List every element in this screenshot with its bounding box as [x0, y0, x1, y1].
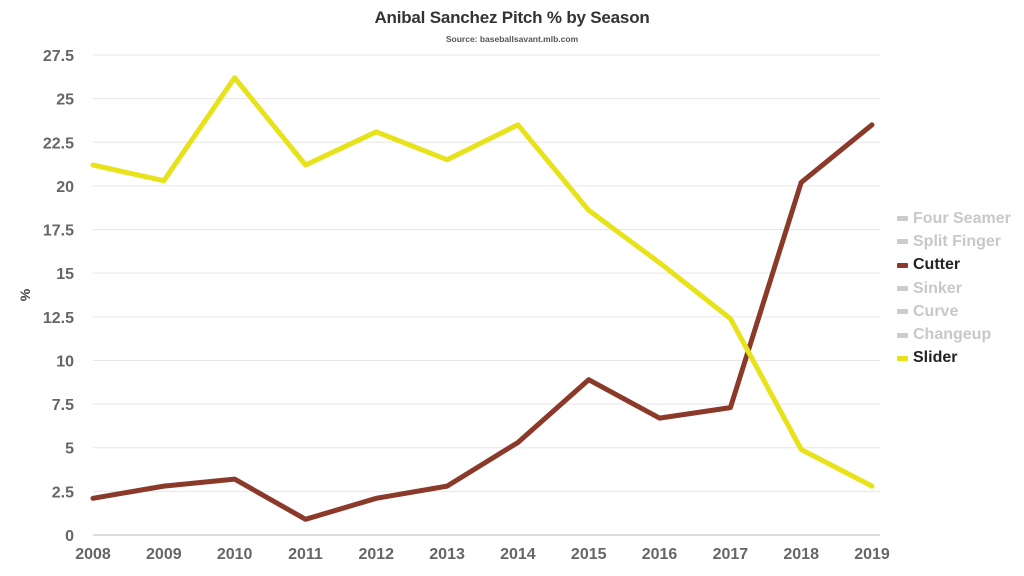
legend-label: Changeup — [913, 326, 992, 344]
legend-item-cutter[interactable]: Cutter — [897, 254, 1011, 277]
y-tick-label: 15 — [56, 266, 74, 283]
legend-item-four-seamer[interactable]: Four Seamer — [897, 207, 1011, 230]
legend-swatch — [897, 216, 908, 222]
y-tick-label: 7.5 — [52, 397, 74, 414]
legend-item-curve[interactable]: Curve — [897, 300, 1011, 323]
legend-label: Slider — [913, 349, 958, 367]
y-tick-label: 0 — [65, 528, 74, 545]
y-tick-label: 5 — [65, 441, 74, 458]
chart-title: Anibal Sanchez Pitch % by Season — [374, 8, 650, 27]
grid-lines — [93, 54, 880, 536]
y-tick-label: 10 — [56, 353, 74, 370]
series-line-slider — [90, 75, 875, 489]
legend-swatch — [897, 239, 908, 245]
y-axis-label: % — [17, 288, 33, 301]
x-axis-ticks: 2008 2009 2010 2011 2012 2013 2014 2015 2016 2017… — [75, 546, 890, 563]
legend-label: Curve — [913, 302, 959, 320]
y-tick-label: 17.5 — [43, 223, 74, 240]
legend-label: Cutter — [913, 256, 961, 274]
x-tick-label: 2018 — [783, 546, 819, 563]
legend-swatch — [897, 286, 908, 292]
legend-item-split-finger[interactable]: Split Finger — [897, 230, 1011, 253]
series-lines — [90, 75, 875, 522]
y-tick-label: 20 — [56, 179, 74, 196]
legend-swatch — [897, 355, 908, 361]
legend-item-changeup[interactable]: Changeup — [897, 323, 1011, 346]
x-tick-label: 2015 — [571, 546, 607, 563]
y-tick-label: 25 — [56, 92, 74, 109]
y-tick-label: 27.5 — [43, 48, 74, 65]
x-tick-label: 2008 — [75, 546, 111, 563]
x-tick-label: 2012 — [358, 546, 394, 563]
x-tick-label: 2011 — [288, 546, 323, 563]
axis-titles: % — [17, 288, 33, 301]
x-tick-label: 2009 — [146, 546, 182, 563]
legend-label: Four Seamer — [913, 209, 1011, 227]
series-line-cutter — [90, 122, 875, 522]
y-axis-ticks: 0 2.5 5 7.5 10 12.5 15 17.5 20 22.5 25 27.5 — [43, 48, 74, 545]
y-tick-label: 12.5 — [43, 310, 74, 327]
legend-swatch — [897, 332, 908, 338]
x-tick-label: 2014 — [500, 546, 536, 563]
y-tick-label: 2.5 — [52, 484, 74, 501]
legend-item-sinker[interactable]: Sinker — [897, 277, 1011, 300]
legend-label: Split Finger — [913, 232, 1001, 250]
x-tick-label: 2019 — [854, 546, 890, 563]
x-tick-label: 2017 — [713, 546, 749, 563]
legend-item-slider[interactable]: Slider — [897, 347, 1011, 370]
legend-swatch — [897, 309, 908, 315]
legend-label: Sinker — [913, 279, 962, 297]
legend-swatch — [897, 262, 908, 268]
chart-subtitle: Source: baseballsavant.mlb.com — [445, 34, 579, 44]
y-tick-label: 22.5 — [43, 135, 74, 152]
legend: Four Seamer Split Finger Cutter Sinker Curve… — [897, 207, 1011, 370]
x-tick-label: 2016 — [642, 546, 678, 563]
x-tick-label: 2013 — [429, 546, 465, 563]
x-tick-label: 2010 — [217, 546, 253, 563]
